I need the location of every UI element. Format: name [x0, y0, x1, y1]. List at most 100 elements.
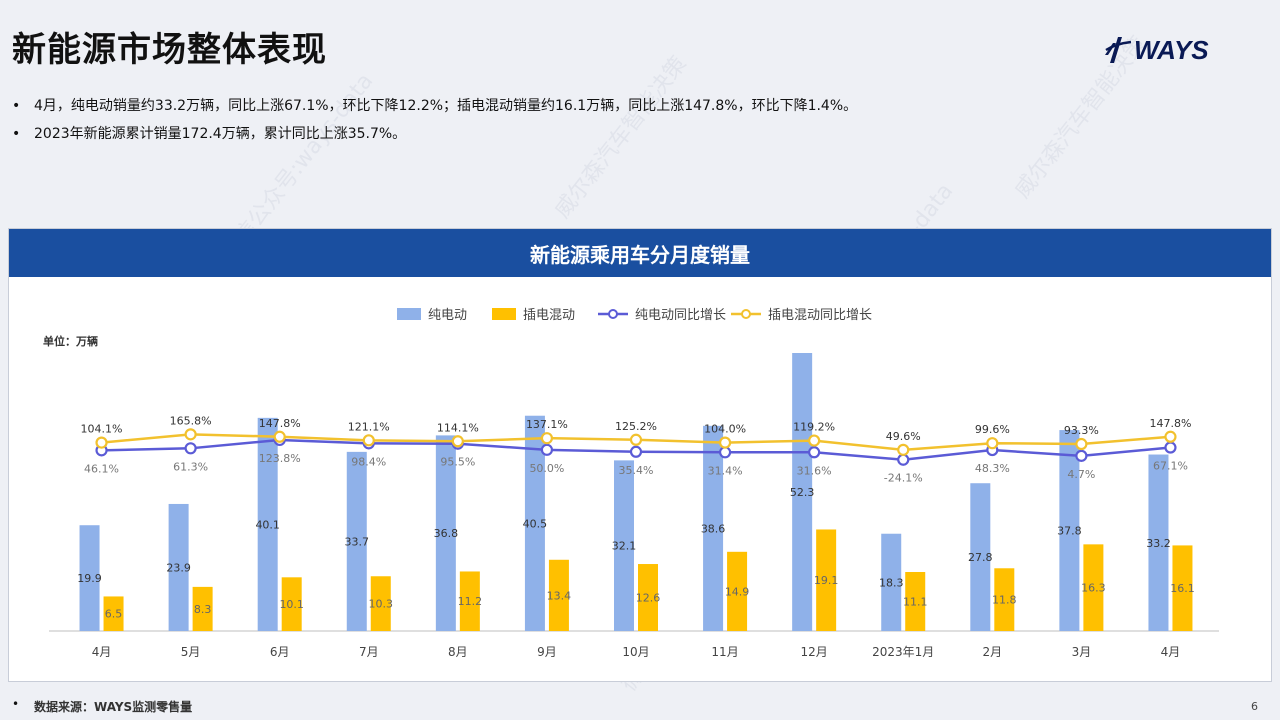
phev-growth-point-3: [362, 434, 375, 447]
legend-marker-2: [608, 309, 618, 319]
bar-phev-9: [905, 571, 926, 631]
bar-label-bev-3: 33.7: [345, 535, 370, 548]
bar-phev-1: [192, 586, 213, 631]
bev-growth-label-2: 123.8%: [259, 452, 301, 465]
bar-label-bev-1: 23.9: [166, 561, 191, 574]
bar-label-phev-9: 11.1: [903, 595, 928, 608]
bev-growth-label-9: -24.1%: [884, 472, 923, 485]
bev-growth-point-11: [1075, 449, 1088, 462]
phev-growth-point-5: [540, 432, 554, 445]
bar-bev-5: [524, 415, 545, 631]
bar-label-bev-12: 33.2: [1146, 537, 1171, 550]
legend-swatch-0: [397, 308, 421, 320]
bev-growth-point-7: [718, 446, 732, 459]
summary-bullets: • 4月，纯电动销量约33.2万辆，同比上涨67.1%，环比下降12.2%；插电…: [12, 92, 857, 148]
bar-bev-11: [1059, 430, 1080, 631]
footer-bullet-icon: •: [12, 697, 20, 711]
bullet-item: • 4月，纯电动销量约33.2万辆，同比上涨67.1%，环比下降12.2%；插电…: [12, 92, 857, 120]
bev-growth-point-8: [808, 446, 821, 459]
brand-logo: WAYS: [1104, 30, 1224, 70]
bev-growth-point-6: [629, 445, 643, 458]
phev-growth-point-8: [808, 434, 821, 447]
bev-growth-label-0: 46.1%: [84, 462, 119, 475]
bar-label-phev-12: 16.1: [1170, 582, 1195, 595]
phev-growth-point-11: [1075, 437, 1088, 451]
bev-growth-label-3: 98.4%: [351, 455, 386, 468]
legend-label-3: 插电混动同比增长: [768, 308, 872, 323]
bar-phev-7: [727, 551, 748, 631]
bullet-dot-icon: •: [12, 126, 21, 142]
x-tick-label-12: 4月: [1161, 645, 1181, 659]
phev-growth-label-10: 99.6%: [975, 423, 1010, 436]
phev-growth-label-7: 104.0%: [704, 423, 746, 436]
phev-growth-label-1: 165.8%: [170, 414, 212, 427]
bullet-dot-icon: •: [12, 98, 21, 114]
bar-label-phev-5: 13.4: [547, 589, 572, 602]
x-tick-label-4: 8月: [448, 645, 468, 659]
phev-growth-label-12: 147.8%: [1149, 417, 1191, 430]
bar-label-bev-6: 32.1: [612, 540, 637, 553]
ways-logo-icon: [1105, 37, 1132, 63]
chart-panel: 新能源乘用车分月度销量 单位：万辆 纯电动 插电混动 纯电动同比增长 插电混动同比增长 1…: [8, 228, 1272, 682]
bar-bev-10: [970, 483, 991, 631]
bar-label-phev-4: 11.2: [458, 595, 483, 608]
bar-phev-0: [103, 596, 124, 631]
bar-label-phev-7: 14.9: [725, 585, 750, 598]
page-number: 6: [1251, 700, 1258, 713]
bev-growth-label-11: 4.7%: [1067, 468, 1095, 481]
phev-growth-point-7: [718, 436, 732, 449]
bar-phev-3: [370, 576, 391, 631]
bar-label-bev-7: 38.6: [701, 522, 726, 535]
bev-growth-point-9: [897, 453, 910, 466]
phev-growth-label-9: 49.6%: [886, 430, 921, 443]
legend-label-0: 纯电动: [428, 308, 467, 323]
bar-bev-7: [703, 425, 724, 631]
bar-phev-2: [281, 577, 302, 631]
bev-growth-label-5: 50.0%: [529, 462, 564, 475]
bar-label-phev-10: 11.8: [992, 594, 1017, 607]
bar-phev-5: [548, 559, 569, 631]
bev-growth-label-8: 31.6%: [797, 464, 832, 477]
phev-growth-point-2: [273, 430, 286, 443]
x-tick-label-5: 9月: [537, 645, 557, 659]
bullet-text: 2023年新能源累计销量172.4万辆，累计同比上涨35.7%。: [34, 126, 407, 142]
phev-growth-label-11: 93.3%: [1064, 424, 1099, 437]
bar-bev-3: [346, 451, 367, 631]
phev-growth-point-9: [897, 443, 910, 456]
phev-growth-point-4: [451, 435, 464, 448]
bar-label-phev-2: 10.1: [279, 598, 304, 611]
logo-text: WAYS: [1134, 34, 1209, 65]
x-tick-label-0: 4月: [92, 645, 112, 659]
phev-growth-label-2: 147.8%: [259, 417, 301, 430]
bar-label-phev-1: 8.3: [194, 603, 212, 616]
x-tick-label-3: 7月: [359, 645, 379, 659]
phev-growth-point-10: [986, 437, 999, 450]
bar-label-phev-3: 10.3: [369, 598, 394, 611]
bullet-item: • 2023年新能源累计销量172.4万辆，累计同比上涨35.7%。: [12, 120, 857, 148]
phev-growth-label-6: 125.2%: [615, 420, 657, 433]
legend-label-2: 纯电动同比增长: [635, 308, 726, 323]
bar-label-bev-10: 27.8: [968, 551, 993, 564]
bar-phev-10: [994, 568, 1015, 631]
bar-bev-8: [792, 353, 813, 631]
bev-growth-label-1: 61.3%: [173, 460, 208, 473]
bar-bev-4: [435, 435, 456, 631]
chart-svg: 单位：万辆 纯电动 插电混动 纯电动同比增长 插电混动同比增长 19.9 6.5 4月 23.9…: [43, 308, 1219, 659]
phev-growth-label-5: 137.1%: [526, 418, 568, 431]
bev-growth-point-5: [540, 443, 554, 456]
bullet-text: 4月，纯电动销量约33.2万辆，同比上涨67.1%，环比下降12.2%；插电混动…: [34, 98, 858, 114]
phev-growth-label-4: 114.1%: [437, 421, 479, 434]
legend-label-1: 插电混动: [523, 308, 575, 323]
bev-growth-label-10: 48.3%: [975, 462, 1010, 475]
legend-marker-3: [741, 309, 751, 319]
x-tick-label-6: 10月: [622, 645, 649, 659]
bar-label-bev-2: 40.1: [255, 518, 280, 531]
bar-bev-9: [881, 533, 902, 631]
bev-growth-point-12: [1164, 441, 1177, 454]
x-tick-label-11: 3月: [1072, 645, 1092, 659]
bar-phev-12: [1172, 545, 1193, 631]
bar-phev-4: [459, 571, 480, 631]
bar-label-phev-11: 16.3: [1081, 582, 1106, 595]
bar-label-bev-8: 52.3: [790, 486, 815, 499]
unit-label: 单位：万辆: [43, 334, 98, 348]
